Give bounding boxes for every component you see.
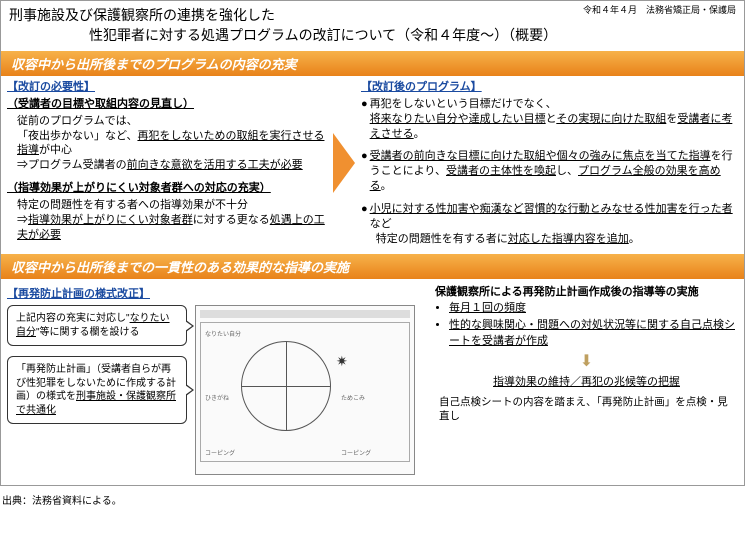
section-1: 【改訂の必要性】 （受講者の目標や取組内容の見直し） 従前のプログラムでは、 「… <box>1 76 744 254</box>
speech-stack: 上記内容の充実に対応し"なりたい自分"等に関する欄を設ける 「再発防止計画」（受… <box>7 305 187 424</box>
page: 令和４年４月 法務省矯正局・保護局 刑事施設及び保護観察所の連携を強化した 性犯… <box>0 0 745 486</box>
section-bar-2: 収容中から出所後までの一貫性のある効果的な指導の実施 <box>1 254 744 279</box>
arrow-column <box>331 80 357 246</box>
source: 出典：法務省資料による。 <box>0 486 747 509</box>
section-2: 【再発防止計画の様式改正】 上記内容の充実に対応し"なりたい自分"等に関する欄を… <box>1 279 744 485</box>
sec2-right-heading: 保護観察所による再発防止計画作成後の指導等の実施 <box>435 285 738 300</box>
bullet-1: ● 再犯をしないという目標だけでなく、 将来なりたい自分や達成したい目標とその実… <box>361 97 738 142</box>
left-sub2: （指導効果が上がりにくい対象者群への対応の充実） <box>7 181 327 196</box>
form-mock: ✷ なりたい自分 ひきがね ためこみ コーピング コーピング <box>195 305 415 475</box>
sec2-r4: 自己点検シートの内容を踏まえ、「再発防止計画」を点検・見直し <box>435 395 738 424</box>
left-p1: 従前のプログラムでは、 「夜出歩かない」など、再犯をしないための取組を実行させる… <box>7 114 327 159</box>
right-column: 【改訂後のプログラム】 ● 再犯をしないという目標だけでなく、 将来なりたい自分… <box>361 80 738 246</box>
left-p3: 特定の問題性を有する者への指導効果が不十分 ⇒指導効果が上がりにくい対象者群に対… <box>7 198 327 243</box>
sec2-left-title: 【再発防止計画の様式改正】 <box>7 285 427 301</box>
header: 令和４年４月 法務省矯正局・保護局 刑事施設及び保護観察所の連携を強化した 性犯… <box>1 1 744 51</box>
sec2-left: 【再発防止計画の様式改正】 上記内容の充実に対応し"なりたい自分"等に関する欄を… <box>7 285 427 475</box>
left-heading: 【改訂の必要性】 <box>7 80 327 95</box>
left-column: 【改訂の必要性】 （受講者の目標や取組内容の見直し） 従前のプログラムでは、 「… <box>7 80 327 246</box>
circle-diagram <box>241 341 331 431</box>
bullet-3: ● 小児に対する性加害や痴漢など習慣的な行動とみなせる性加害を行った者など 特定… <box>361 202 738 247</box>
section-bar-1: 収容中から出所後までのプログラムの内容の充実 <box>1 51 744 76</box>
header-right: 令和４年４月 法務省矯正局・保護局 <box>583 3 736 16</box>
speech-2: 「再発防止計画」（受講者自らが再び性犯罪をしないために作成する計画）の様式を刑事… <box>7 356 187 424</box>
sec2-right-list: 毎月１回の頻度 性的な興味関心・問題への対処状況等に関する自己点検シートを受講者… <box>435 301 738 349</box>
down-arrow-icon: ⬇ <box>435 351 738 373</box>
star-icon: ✷ <box>336 353 348 370</box>
left-p2: ⇒プログラム受講者の前向きな意欲を活用する工夫が必要 <box>7 158 327 173</box>
right-heading: 【改訂後のプログラム】 <box>361 80 738 95</box>
left-sub1: （受講者の目標や取組内容の見直し） <box>7 97 327 112</box>
speech-1: 上記内容の充実に対応し"なりたい自分"等に関する欄を設ける <box>7 305 187 346</box>
right-arrow-icon <box>333 133 355 193</box>
bullet-2: ● 受講者の前向きな目標に向けた取組や個々の強みに焦点を当てた指導を行うことによ… <box>361 149 738 194</box>
sec2-right: 保護観察所による再発防止計画作成後の指導等の実施 毎月１回の頻度 性的な興味関心… <box>435 285 738 475</box>
title-line2: 性犯罪者に対する処遇プログラムの改訂について（令和４年度～）（概要） <box>9 25 736 45</box>
sec2-r3: 指導効果の維持／再犯の兆候等の把握 <box>435 375 738 390</box>
list-item: 性的な興味関心・問題への対処状況等に関する自己点検シートを受講者が作成 <box>449 318 738 349</box>
list-item: 毎月１回の頻度 <box>449 301 738 316</box>
